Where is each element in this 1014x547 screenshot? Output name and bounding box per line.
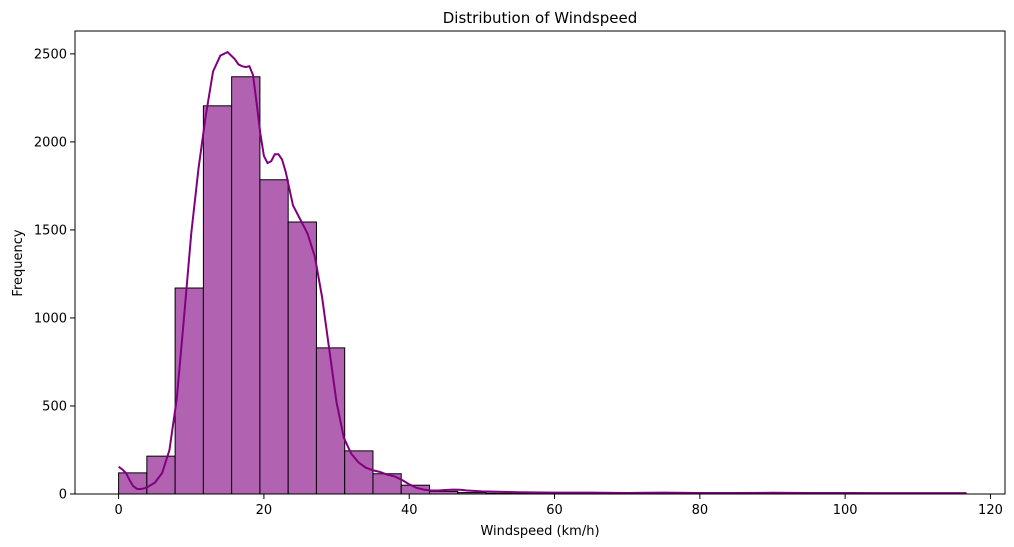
histogram-bar (202, 105, 233, 495)
y-tick-label: 1500 (34, 223, 67, 238)
x-tick-label: 20 (256, 503, 273, 518)
x-tick-label: 40 (401, 503, 418, 518)
y-tick-label: 500 (42, 399, 67, 414)
x-axis-ticks: 0 20 40 60 80 100 120 (114, 494, 1003, 518)
y-tick-label: 2500 (34, 47, 67, 62)
y-tick-label: 1000 (34, 311, 67, 326)
histogram-bars (118, 76, 967, 495)
y-tick-label: 2000 (34, 135, 67, 150)
x-tick-label: 0 (114, 503, 122, 518)
histogram-bar (344, 450, 374, 495)
kde-curve (118, 50, 967, 495)
x-tick-label: 100 (833, 503, 858, 518)
x-tick-label: 80 (692, 503, 709, 518)
x-tick-label: 60 (546, 503, 563, 518)
y-axis-label: Frequency (11, 229, 26, 296)
histogram-bar (287, 221, 317, 495)
histogram-bar (231, 76, 261, 495)
y-axis-ticks: 0 500 1000 1500 2000 2500 (34, 47, 75, 503)
histogram-bar (259, 179, 289, 495)
histogram-bar (174, 287, 204, 495)
chart-title: Distribution of Windspeed (443, 9, 638, 27)
y-tick-label: 0 (59, 488, 67, 503)
x-tick-label: 120 (978, 503, 1003, 518)
plot-area-frame (74, 30, 1006, 495)
x-axis-label: Windspeed (km/h) (480, 524, 599, 539)
